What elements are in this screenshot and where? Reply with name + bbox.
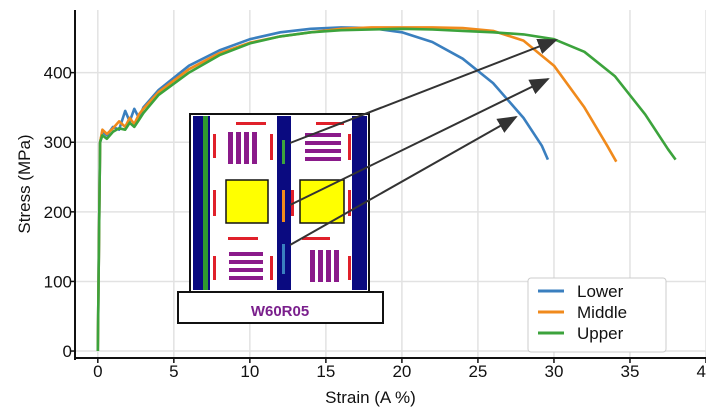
red-dash [302,237,330,240]
red-dash [348,134,351,160]
lower-marker [282,244,285,274]
purple-bar [326,250,331,282]
left-green-stripe [203,116,208,290]
purple-bar [334,250,339,282]
purple-bar [229,276,263,280]
purple-bar [252,132,257,164]
x-tick-label: 0 [93,362,102,381]
purple-bar [229,252,263,256]
specimen-inset: W60R05 [177,39,558,324]
right-plate [352,116,367,290]
axes [74,10,706,360]
purple-bar [305,157,341,161]
x-tick-label: 20 [392,362,411,381]
legend: Lower Middle Upper [527,277,667,353]
x-tick-label: 35 [621,362,640,381]
red-dash [270,256,273,280]
purple-bar [229,260,263,264]
arrow-upper [289,39,558,144]
purple-bar [305,149,341,153]
purple-bar [228,132,233,164]
purple-bar [310,250,315,282]
arrow-middle [289,78,550,206]
x-tick-label: 10 [240,362,259,381]
purple-bar [305,133,341,137]
y-tick-label: 400 [44,64,72,83]
red-dash [228,237,258,240]
left-yellow-block [225,179,269,224]
x-tick-label: 30 [544,362,563,381]
legend-label-lower: Lower [577,282,624,301]
legend-label-upper: Upper [577,324,624,343]
purple-bar [318,250,323,282]
purple-bar [236,132,241,164]
red-dash [213,256,216,280]
red-dash [348,190,351,216]
upper-marker [282,140,285,164]
red-dash [236,122,266,125]
y-axis-title: Stress (MPa) [15,134,34,233]
x-tick-label: 40 [697,362,706,381]
x-tick-label: 5 [169,362,178,381]
purple-bar [244,132,249,164]
red-dash [348,256,351,280]
arrow-lower [289,116,518,246]
x-tick-label: 15 [316,362,335,381]
inset-label: W60R05 [251,303,309,320]
y-tick-label: 0 [63,342,72,361]
red-dash [213,190,216,216]
x-axis-title: Strain (A %) [325,388,416,407]
tick-labels: 05101520253035400100200300400 [44,64,706,381]
x-tick-label: 25 [468,362,487,381]
red-dash [316,122,344,125]
legend-label-middle: Middle [577,303,627,322]
purple-bar [229,268,263,272]
inset-label-box [177,291,384,324]
middle-marker [282,190,285,222]
y-tick-label: 100 [44,272,72,291]
red-dash [213,134,216,158]
y-tick-label: 200 [44,203,72,222]
purple-bar [305,141,341,145]
right-yellow-block [299,179,345,224]
y-tick-label: 300 [44,133,72,152]
red-dash [270,134,273,160]
